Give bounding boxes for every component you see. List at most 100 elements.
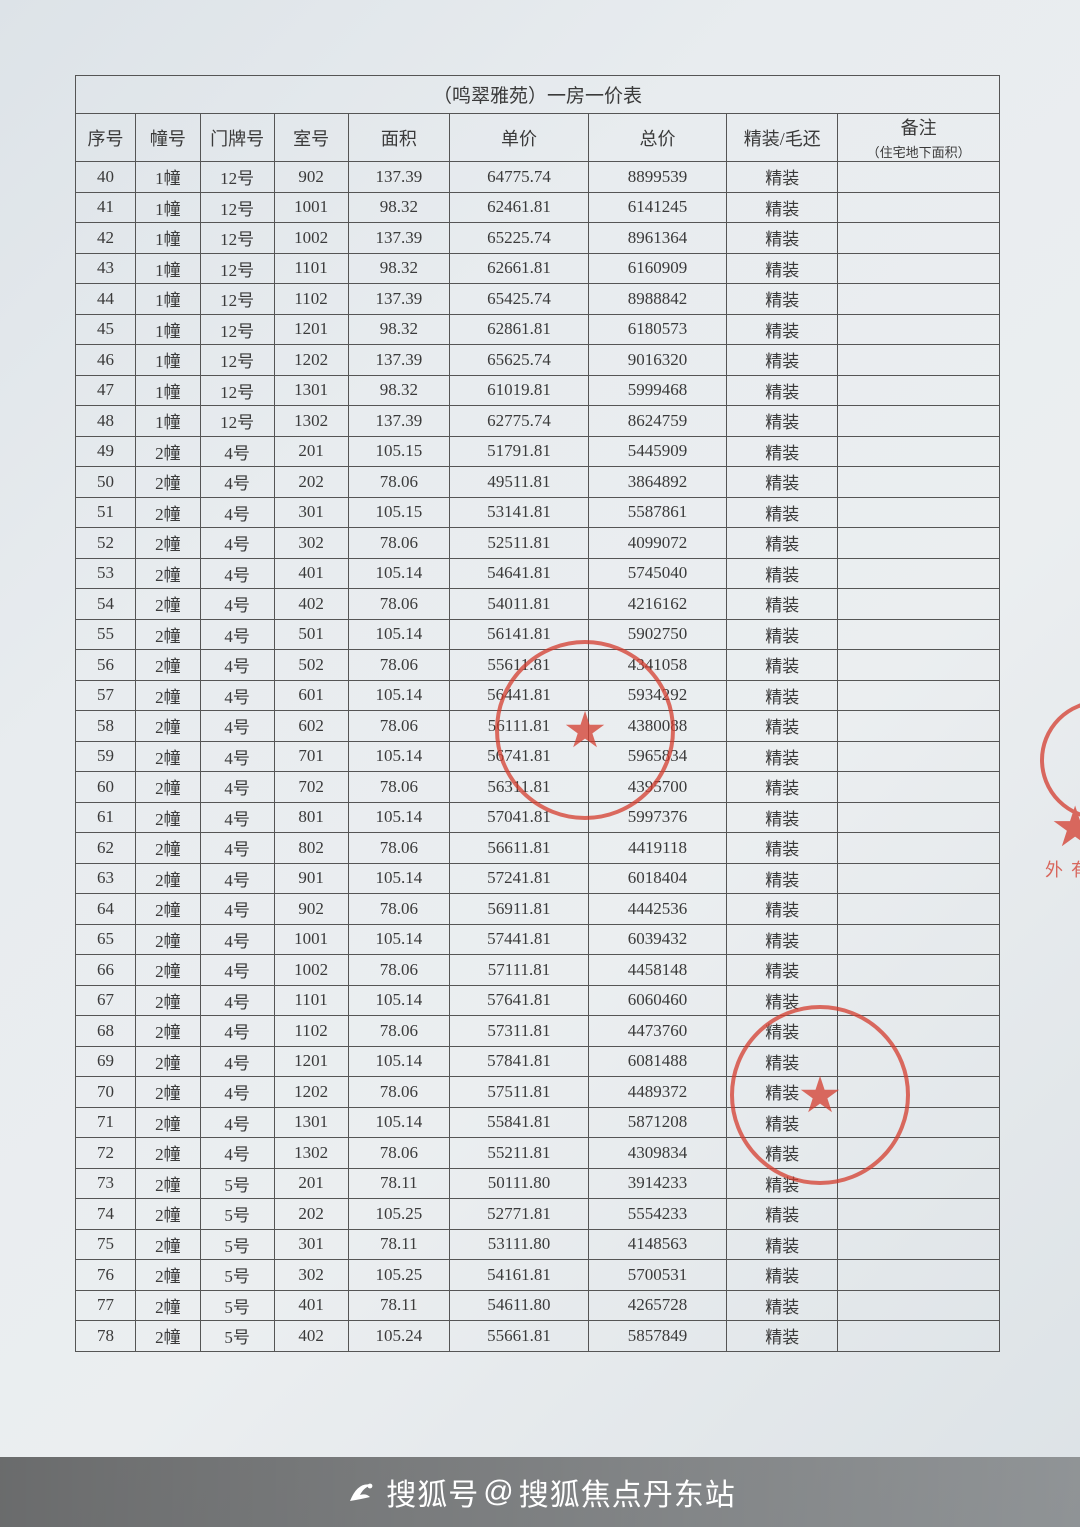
table-row: 722幢4号130278.0655211.814309834精装 [76,1138,1000,1169]
cell-seq: 51 [76,497,136,528]
cell-seq: 44 [76,284,136,315]
cell-price: 55211.81 [450,1138,589,1169]
cell-seq: 43 [76,253,136,284]
cell-seq: 69 [76,1046,136,1077]
cell-area: 78.06 [348,772,450,803]
cell-door: 12号 [200,345,274,376]
watermark-bar: 搜狐号 @ 搜狐焦点丹东站 [0,1457,1080,1527]
cell-deco: 精装 [727,680,838,711]
cell-price: 53111.80 [450,1229,589,1260]
table-row: 682幢4号110278.0657311.814473760精装 [76,1016,1000,1047]
cell-door: 4号 [200,680,274,711]
cell-room: 302 [274,1260,348,1291]
table-row: 742幢5号202105.2552771.815554233精装 [76,1199,1000,1230]
cell-seq: 73 [76,1168,136,1199]
cell-deco: 精装 [727,253,838,284]
cell-room: 1001 [274,192,348,223]
cell-door: 4号 [200,528,274,559]
col-area: 面积 [348,114,450,162]
cell-area: 78.06 [348,955,450,986]
cell-door: 12号 [200,375,274,406]
cell-door: 4号 [200,436,274,467]
cell-deco: 精装 [727,955,838,986]
cell-total: 4380088 [588,711,727,742]
cell-door: 4号 [200,863,274,894]
cell-note [838,436,1000,467]
cell-room: 601 [274,680,348,711]
cell-deco: 精装 [727,833,838,864]
cell-note [838,1077,1000,1108]
cell-bldg: 2幢 [136,741,201,772]
cell-room: 202 [274,1199,348,1230]
cell-bldg: 2幢 [136,1077,201,1108]
col-note: 备注 （住宅地下面积） [838,114,1000,162]
cell-area: 137.39 [348,284,450,315]
cell-total: 6141245 [588,192,727,223]
cell-room: 501 [274,619,348,650]
cell-deco: 精装 [727,314,838,345]
table-row: 752幢5号30178.1153111.804148563精装 [76,1229,1000,1260]
cell-total: 4395700 [588,772,727,803]
cell-deco: 精装 [727,1016,838,1047]
cell-total: 8988842 [588,284,727,315]
col-door: 门牌号 [200,114,274,162]
cell-area: 78.06 [348,1077,450,1108]
cell-door: 12号 [200,284,274,315]
cell-deco: 精装 [727,650,838,681]
cell-total: 5965834 [588,741,727,772]
cell-deco: 精装 [727,497,838,528]
cell-door: 5号 [200,1260,274,1291]
cell-note [838,223,1000,254]
cell-room: 802 [274,833,348,864]
cell-area: 105.15 [348,436,450,467]
cell-total: 5554233 [588,1199,727,1230]
col-note-sublabel: （住宅地下面积） [838,142,999,161]
table-row: 481幢12号1302137.3962775.748624759精装 [76,406,1000,437]
cell-door: 4号 [200,772,274,803]
cell-area: 78.06 [348,1138,450,1169]
table-row: 492幢4号201105.1551791.815445909精装 [76,436,1000,467]
cell-total: 6180573 [588,314,727,345]
cell-total: 4099072 [588,528,727,559]
cell-price: 57511.81 [450,1077,589,1108]
cell-total: 4442536 [588,894,727,925]
cell-deco: 精装 [727,375,838,406]
cell-room: 602 [274,711,348,742]
cell-note [838,680,1000,711]
cell-bldg: 2幢 [136,772,201,803]
cell-bldg: 2幢 [136,711,201,742]
cell-note [838,985,1000,1016]
table-row: 552幢4号501105.1456141.815902750精装 [76,619,1000,650]
cell-deco: 精装 [727,802,838,833]
cell-price: 65625.74 [450,345,589,376]
table-row: 431幢12号110198.3262661.816160909精装 [76,253,1000,284]
cell-deco: 精装 [727,558,838,589]
cell-room: 201 [274,436,348,467]
cell-total: 3914233 [588,1168,727,1199]
table-row: 642幢4号90278.0656911.814442536精装 [76,894,1000,925]
cell-seq: 58 [76,711,136,742]
cell-note [838,863,1000,894]
cell-door: 4号 [200,1016,274,1047]
page: （鸣翠雅苑）一房一价表 序号 幢号 门牌号 室号 面积 单价 总价 精装/毛还 … [0,0,1080,1527]
table-row: 401幢12号902137.3964775.748899539精装 [76,162,1000,193]
cell-total: 5997376 [588,802,727,833]
table-row: 582幢4号60278.0656111.814380088精装 [76,711,1000,742]
cell-note [838,162,1000,193]
cell-area: 105.25 [348,1260,450,1291]
cell-area: 105.14 [348,741,450,772]
cell-price: 57041.81 [450,802,589,833]
table-row: 652幢4号1001105.1457441.816039432精装 [76,924,1000,955]
cell-note [838,497,1000,528]
cell-price: 62775.74 [450,406,589,437]
cell-seq: 48 [76,406,136,437]
cell-bldg: 2幢 [136,1290,201,1321]
sohu-logo-icon [344,1475,378,1509]
cell-door: 12号 [200,314,274,345]
cell-bldg: 2幢 [136,1168,201,1199]
cell-note [838,802,1000,833]
cell-room: 901 [274,863,348,894]
cell-total: 6060460 [588,985,727,1016]
cell-seq: 52 [76,528,136,559]
cell-total: 4341058 [588,650,727,681]
